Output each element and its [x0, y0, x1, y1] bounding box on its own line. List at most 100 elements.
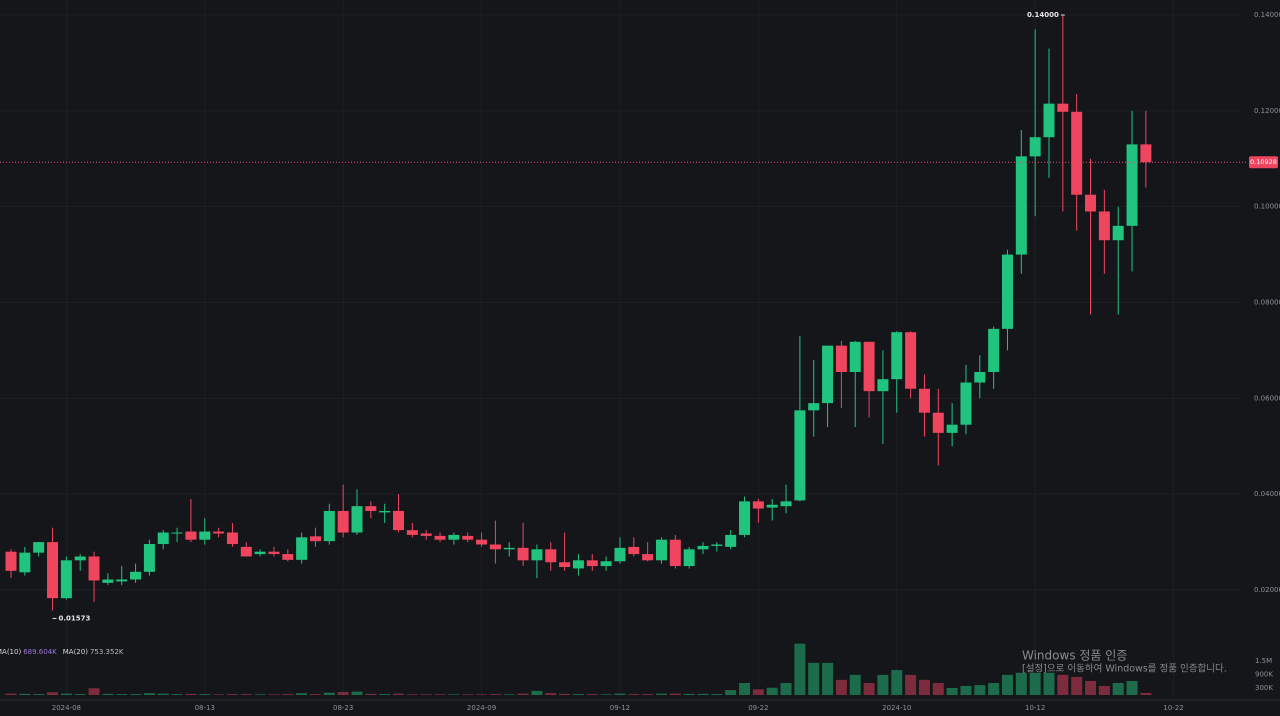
- candle-body: [185, 531, 197, 540]
- last-price-box: [1249, 156, 1278, 169]
- volume-bar: [268, 694, 280, 695]
- volume-bar: [365, 693, 377, 695]
- volume-bar: [503, 694, 515, 695]
- candle-body: [157, 532, 169, 545]
- volume-bar: [572, 694, 584, 695]
- volume-bar: [351, 691, 363, 695]
- volume-bar: [448, 694, 460, 695]
- volume-tick-label: 300K: [1255, 684, 1273, 692]
- candle-body: [822, 345, 834, 404]
- candle-body: [74, 556, 86, 561]
- volume-bar: [1071, 676, 1083, 695]
- candle-body: [60, 560, 72, 599]
- candle-body: [393, 510, 405, 531]
- volume-bar: [489, 694, 501, 695]
- candle-body: [351, 506, 363, 533]
- volume-bar: [711, 694, 723, 695]
- volume-bar: [199, 694, 211, 695]
- candle-body: [794, 410, 806, 501]
- candle-body: [130, 571, 142, 580]
- volume-bar: [47, 692, 59, 695]
- volume-bar: [559, 693, 571, 695]
- x-tick-label: 2024-08: [52, 704, 81, 712]
- volume-bar: [337, 692, 349, 695]
- candle-body: [780, 501, 792, 507]
- y-tick-label: 0.14000: [1254, 11, 1280, 19]
- volume-bar: [1001, 674, 1013, 695]
- volume-bar: [918, 679, 930, 695]
- volume-bar: [1043, 672, 1055, 695]
- candle-body: [766, 504, 778, 508]
- candle-body: [476, 539, 488, 545]
- candle-body: [1015, 156, 1027, 255]
- candle-body: [5, 551, 17, 571]
- volume-bar: [33, 694, 45, 695]
- candle-body: [1001, 254, 1013, 329]
- volume-bar: [725, 690, 737, 695]
- candle-body: [282, 554, 294, 560]
- candle-body: [960, 382, 972, 425]
- volume-bar: [766, 687, 778, 695]
- volume-bar: [1126, 680, 1138, 695]
- candle-body: [102, 579, 114, 583]
- volume-bar: [296, 693, 308, 695]
- candle-body: [974, 371, 986, 383]
- candle-body: [614, 547, 626, 562]
- volume-bar: [794, 643, 806, 695]
- volume-bar: [88, 688, 100, 695]
- volume-bar: [254, 694, 266, 695]
- candle-body: [254, 551, 266, 555]
- volume-bar: [780, 683, 792, 695]
- last-price-label: 0.10928: [1250, 158, 1277, 166]
- volume-bar: [614, 693, 626, 695]
- volume-bar: [1098, 685, 1110, 695]
- candle-body: [1029, 137, 1041, 157]
- candle-body: [116, 579, 128, 582]
- volume-bar: [226, 694, 238, 695]
- candle-body: [33, 542, 45, 553]
- x-tick-label: 10-12: [1025, 704, 1045, 712]
- candle-body: [932, 412, 944, 433]
- volume-bar: [420, 694, 432, 695]
- volume-bar: [1112, 683, 1124, 695]
- volume-legend-value: 753.352K: [90, 648, 124, 656]
- candle-body: [143, 544, 155, 572]
- candle-body: [752, 501, 764, 509]
- volume-bar: [393, 693, 405, 695]
- volume-bar: [323, 692, 335, 695]
- low-annotation: 0.01573: [59, 614, 91, 622]
- volume-bar: [877, 674, 889, 695]
- candle-body: [88, 556, 100, 581]
- volume-bar: [309, 694, 321, 695]
- volume-bar: [282, 694, 294, 695]
- candle-body: [1043, 103, 1055, 138]
- volume-legend-value: 689.604K: [23, 648, 57, 656]
- candle-body: [379, 510, 391, 513]
- x-tick-label: 08-13: [195, 704, 215, 712]
- candle-body: [171, 532, 183, 534]
- candle-body: [545, 549, 557, 563]
- candle-body: [226, 532, 238, 545]
- volume-bar: [545, 693, 557, 695]
- volume-bar: [683, 693, 695, 695]
- volume-bar: [462, 694, 474, 695]
- volume-bar: [960, 685, 972, 695]
- candle-body: [655, 539, 667, 561]
- x-tick-label: 09-22: [748, 704, 768, 712]
- candle-body: [572, 560, 584, 569]
- volume-legend-name: MA(20): [63, 648, 88, 656]
- volume-bar: [157, 693, 169, 695]
- candle-body: [199, 531, 211, 540]
- volume-bar: [752, 689, 764, 695]
- candle-body: [877, 379, 889, 392]
- candle-body: [669, 539, 681, 567]
- candle-body: [47, 542, 59, 599]
- candle-body: [1098, 211, 1110, 241]
- candle-body: [1085, 194, 1097, 212]
- candle-body: [628, 546, 640, 555]
- candle-body: [1071, 111, 1083, 195]
- volume-bar: [669, 693, 681, 695]
